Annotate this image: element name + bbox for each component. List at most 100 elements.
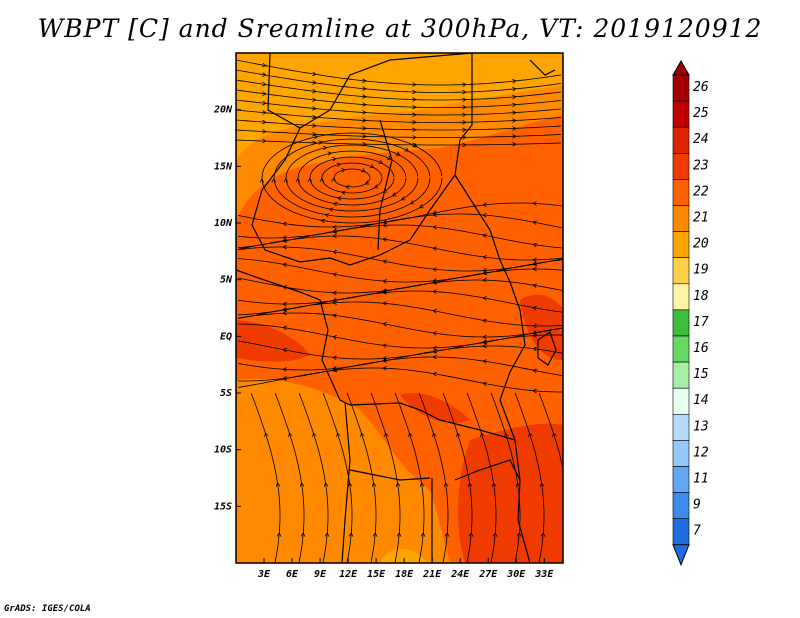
x-tick-label: 15E [367,569,386,580]
streamline [237,334,563,360]
y-tick-label: 5S [220,388,232,399]
streamline-arrow [432,354,437,360]
streamline [370,392,401,563]
streamline-arrow [482,381,487,387]
streamline-arrow [336,196,342,201]
streamline [236,69,562,93]
streamline-arrow [482,277,487,283]
colorbar-label: 15 [693,367,709,382]
streamline-arrow [512,141,517,147]
colorbar-label: 12 [693,445,709,460]
colorbar-label: 9 [693,498,701,513]
colorbar-swatch [672,335,690,363]
streamline-arrow [419,482,425,487]
streamline-arrow [552,432,557,438]
streamline [562,393,563,394]
streamline-arrow [387,155,392,160]
colorbar-label: 25 [693,106,709,121]
streamline-arrow [432,212,437,218]
streamline-arrow [532,283,537,288]
streamline [236,99,562,116]
streamline [236,89,562,108]
colorbar-bottom-arrow [672,544,690,567]
streamline-arrow [512,134,517,139]
streamline-arrow [467,482,473,487]
streamline-arrow [299,482,305,487]
colorbar-swatch [672,492,690,520]
streamline-arrow [512,126,517,131]
wbpt-field-24-a [458,423,563,563]
streamline-arrow [362,110,367,115]
streamline-arrow [408,432,413,438]
colorbar-label: 13 [693,419,709,434]
wbpt-field-22-south [236,378,450,563]
streamline-arrow [271,178,277,183]
streamline-arrow [378,159,384,164]
streamline-arrow [532,261,537,266]
streamline [514,392,545,563]
streamline-arrow [282,325,287,331]
streamline-arrow [318,140,323,145]
streamline-arrow [482,359,487,364]
streamline [298,392,329,563]
plot-frame [235,52,564,564]
streamline-arrow [482,318,487,324]
streamline-arrow [382,259,387,264]
streamline-arrow [312,88,317,94]
streamline-arrow [444,532,450,537]
streamline-arrow [512,86,517,92]
streamline [236,119,562,131]
streamline-arrow [432,267,437,272]
streamline-arrow [432,210,437,215]
wbpt-field-24-d [400,392,470,423]
streamline-arrow [412,127,417,133]
streamline-arrow [382,343,387,348]
streamline-arrow [512,118,517,123]
streamline-arrow [320,218,326,224]
x-tick-label: 24E [450,569,470,580]
streamline-arrow [504,432,509,438]
streamline-arrow [282,347,287,353]
streamline-arrow [482,296,487,301]
streamline [442,392,473,563]
streamline-arrow [362,118,367,123]
streamline-arrow [372,532,378,537]
streamline-arrow [512,102,517,108]
x-tick-label: 30E [506,569,526,580]
streamline-arrow [395,151,401,156]
streamline [236,109,562,123]
streamline-arrow [482,202,487,207]
streamline [237,290,563,316]
streamline-arrow [312,432,317,438]
streamline-arrow [404,147,410,152]
streamline-arrow [382,290,387,295]
streamline-arrow [532,261,537,267]
chart-title: WBPT [C] and Sreamline at 300hPa, VT: 20… [37,14,763,43]
colorbar-swatch [672,518,690,546]
streamline-arrow [275,482,281,487]
streamline-arrow [532,201,537,206]
streamline-arrow [282,306,287,312]
plot-area: 3E 6E 9E 12E 15E 18E 21E 24E 27E 30E 33E 20N 15N 10N… [213,52,564,580]
streamline-arrow [432,224,437,230]
streamline-arrow [332,300,337,305]
colorbar-swatch [672,413,690,441]
streamline-arrow [382,222,387,228]
streamline-arrow [540,532,546,537]
colorbar-swatch [672,257,690,285]
streamline-arrow [432,371,437,377]
streamline-arrow [362,78,367,83]
streamline [236,59,562,86]
streamline-arrow [332,272,337,277]
streamline-arrow [539,482,545,487]
streamline-arrow [336,432,341,438]
streamline-arrow [532,266,537,272]
streamline-arrow [262,110,267,115]
streamline-arrow [516,532,522,537]
colorbar-swatch [672,126,690,154]
streamline [237,202,563,228]
streamline-arrow [532,305,537,311]
colorbar-label: 11 [693,472,709,487]
streamline-arrow [332,156,337,162]
